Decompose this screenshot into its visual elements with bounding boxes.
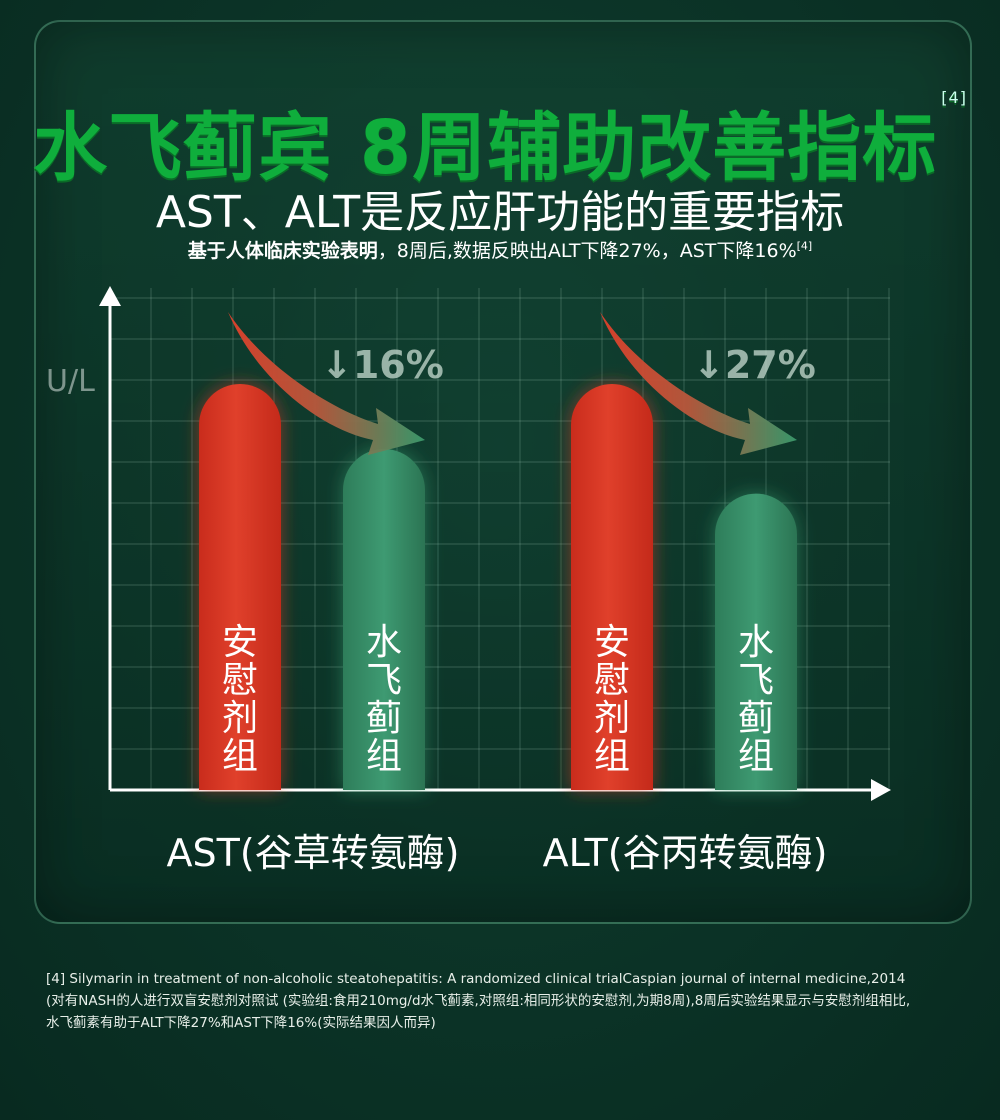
bar-label-silymarin: 水飞蓟组 [354, 624, 414, 776]
bar-label-char: 慰 [593, 660, 630, 701]
bar-label-char: 水 [737, 622, 774, 663]
bar-label-char: 组 [221, 736, 258, 777]
bar-label-char: 蓟 [737, 698, 774, 739]
title-reference: [4] [941, 88, 967, 108]
bar-label-char: 组 [737, 736, 774, 777]
bar-label-char: 飞 [365, 660, 402, 701]
bar-label-char: 剂 [221, 698, 258, 739]
category-label: AST(谷草转氨酶) [166, 831, 460, 875]
bar-label-placebo: 安慰剂组 [582, 624, 642, 776]
study-note-reference: [4] [796, 239, 813, 253]
bar-label-char: 水 [365, 622, 402, 663]
category-label: ALT(谷丙转氨酶) [542, 831, 828, 875]
reference-footnote: [4] Silymarin in treatment of non-alcoho… [46, 968, 966, 1034]
y-axis-label: U/L [46, 364, 95, 399]
bar-label-char: 慰 [221, 660, 258, 701]
y-axis-arrow [99, 286, 121, 306]
reduction-percent: ↓27% [693, 343, 816, 387]
bar-label-placebo: 安慰剂组 [210, 624, 270, 776]
bar-silymarin-1 [343, 448, 425, 790]
reference-line-2: (对有NASH的人进行双盲安慰剂对照试 (实验组:食用210mg/d水飞蓟素,对… [46, 993, 911, 1009]
bar-label-char: 安 [593, 622, 630, 663]
page-title: 水飞蓟宾 8周辅助改善指标[4] [33, 88, 967, 191]
bar-label-char: 剂 [593, 698, 630, 739]
reference-line-1: [4] Silymarin in treatment of non-alcoho… [46, 971, 906, 987]
bar-label-char: 蓟 [365, 698, 402, 739]
bar-placebo-1 [199, 384, 281, 790]
content-panel [34, 20, 972, 924]
bar-label-char: 组 [365, 736, 402, 777]
bar-label-silymarin: 水飞蓟组 [726, 624, 786, 776]
reduction-percent: ↓16% [321, 343, 444, 387]
bar-silymarin-2 [715, 493, 797, 790]
bar-label-char: 安 [221, 622, 258, 663]
reference-line-3: 水飞蓟素有助于ALT下降27%和AST下降16%(实际结果因人而异) [46, 1015, 436, 1031]
bar-label-char: 组 [593, 736, 630, 777]
bar-label-char: 飞 [737, 660, 774, 701]
bar-placebo-2 [571, 384, 653, 790]
study-note: 基于人体临床实验表明，8周后,数据反映出ALT下降27%，AST下降16%[4] [0, 236, 1000, 263]
reduction-arrow [228, 312, 425, 455]
study-note-text: ，8周后,数据反映出ALT下降27%，AST下降16% [377, 240, 797, 262]
reduction-arrow [600, 312, 797, 455]
subtitle: AST、ALT是反应肝功能的重要指标 [155, 187, 845, 238]
x-axis-arrow [871, 779, 891, 801]
study-note-bold: 基于人体临床实验表明 [187, 240, 378, 262]
